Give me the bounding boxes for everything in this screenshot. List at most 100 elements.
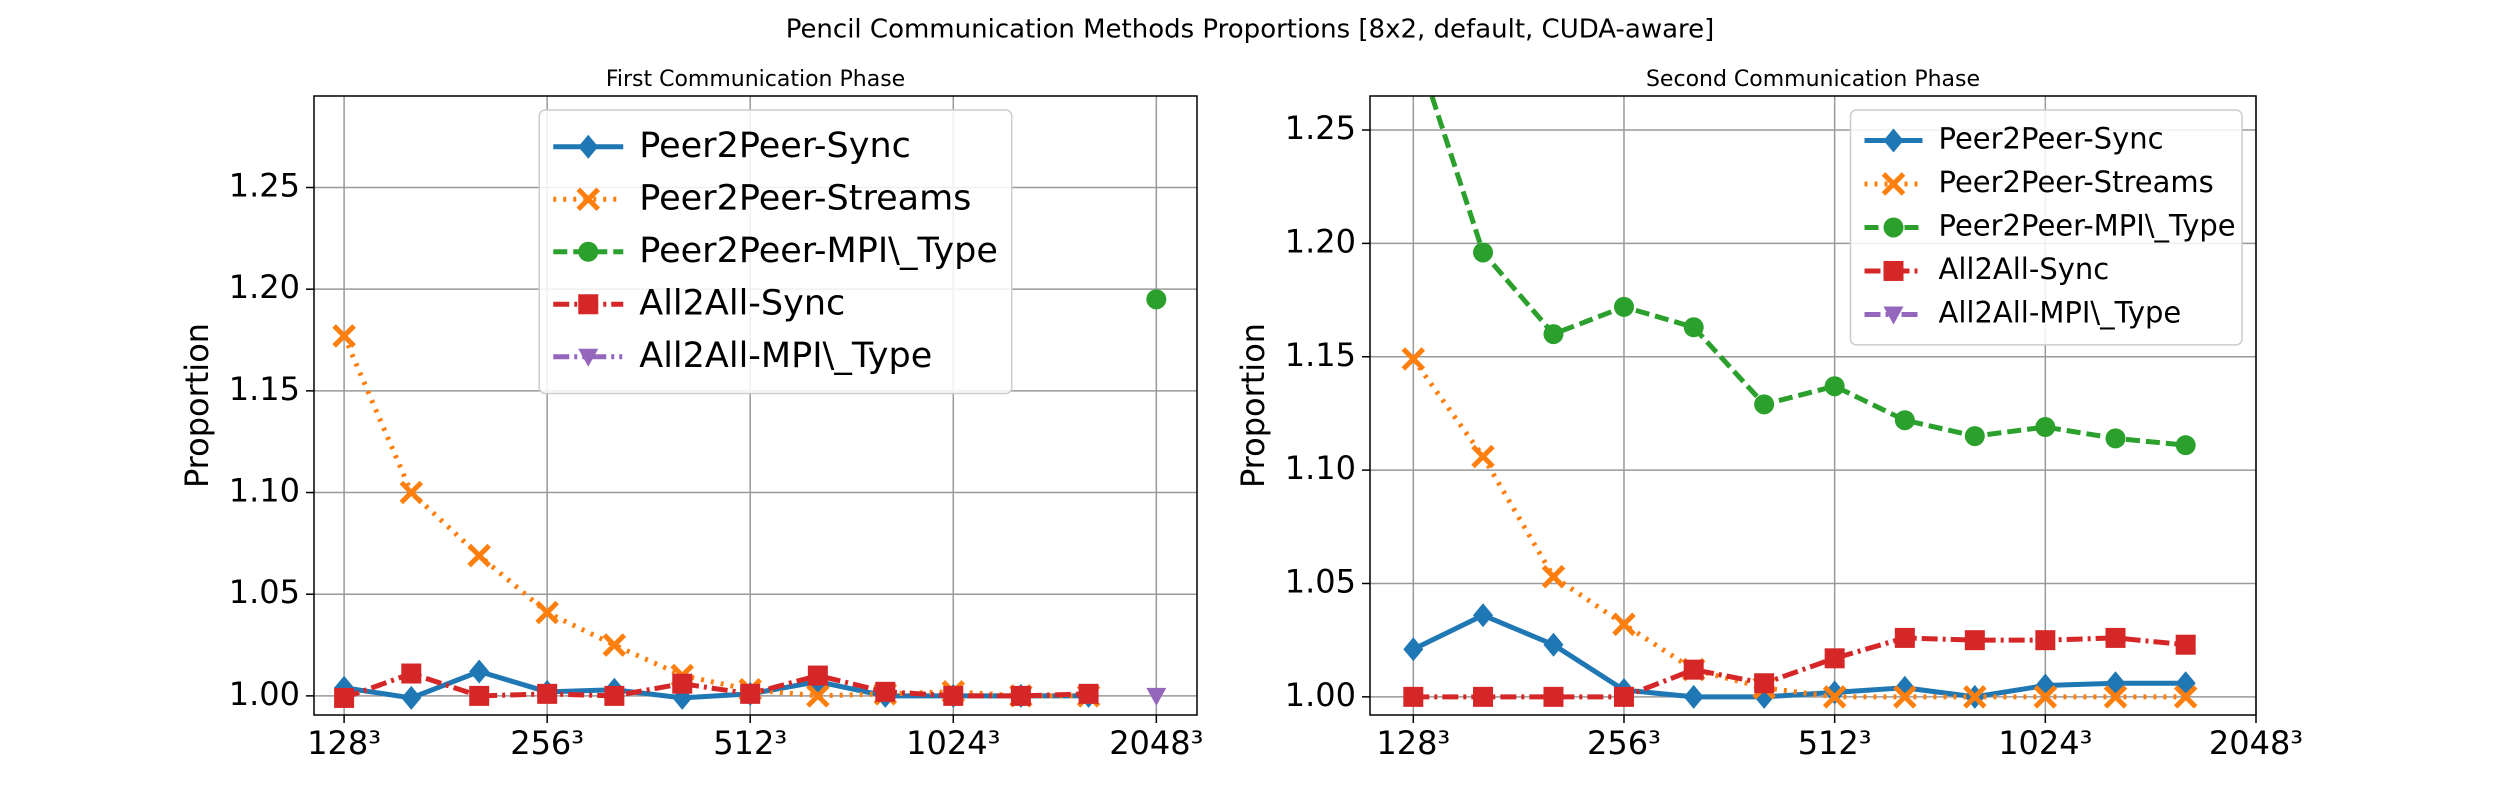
marker [806, 684, 830, 708]
series-line [343, 670, 1089, 701]
marker [2175, 634, 2196, 655]
marker [1403, 637, 1424, 662]
marker [2035, 417, 2056, 438]
marker [1894, 627, 1915, 648]
legend-marker [576, 187, 601, 212]
x-tick-label: 1024³ [1998, 724, 2092, 762]
series-line [1429, 96, 2186, 448]
marker [2105, 627, 2126, 648]
marker [1403, 686, 1424, 707]
marker [1612, 612, 1636, 637]
marker [1471, 444, 1495, 469]
marker [875, 681, 896, 702]
x-tick-label: 256³ [510, 724, 584, 762]
marker [602, 633, 627, 657]
plot-area [332, 289, 1167, 710]
y-tick-label: 1.00 [229, 675, 300, 713]
figure-title: Pencil Communication Methods Proportions… [786, 15, 1715, 45]
x-tick-label: 1024³ [906, 724, 1000, 762]
marker [401, 685, 422, 710]
y-axis-label: Proportion [178, 323, 216, 488]
legend-label: All2All-Sync [639, 283, 845, 323]
marker [1683, 659, 1704, 680]
y-tick-label: 1.25 [1285, 109, 1356, 147]
marker [1964, 426, 1985, 447]
marker [334, 687, 355, 708]
marker [1824, 376, 1845, 397]
y-axis-label: Proportion [1234, 323, 1272, 488]
marker [740, 683, 761, 704]
y-tick-label: 1.05 [1285, 562, 1356, 600]
marker [1613, 296, 1634, 317]
legend-marker [1883, 217, 1904, 238]
legend-marker [578, 241, 599, 262]
legend-label: All2All-Sync [1939, 252, 2110, 286]
x-tick-label: 128³ [1376, 724, 1450, 762]
x-tick-label: 256³ [1587, 724, 1661, 762]
y-tick-label: 1.10 [1285, 449, 1356, 487]
marker [1543, 324, 1564, 345]
legend-marker [578, 348, 599, 367]
legend-label: Peer2Peer-Sync [639, 126, 911, 166]
marker [1473, 603, 1494, 628]
legend-label: Peer2Peer-MPI\_Type [639, 231, 998, 271]
legend-label: Peer2Peer-Sync [1939, 121, 2164, 155]
x-tick-label: 512³ [713, 724, 787, 762]
legend-label: All2All-MPI\_Type [1939, 295, 2182, 329]
marker [469, 685, 490, 706]
marker [1893, 685, 1917, 709]
legend-label: Peer2Peer-Streams [1939, 165, 2214, 199]
y-tick-label: 1.20 [229, 268, 300, 306]
y-tick-label: 1.05 [229, 573, 300, 611]
marker [1683, 317, 1704, 338]
x-tick-label: 128³ [307, 724, 381, 762]
marker [1078, 683, 1099, 704]
marker [1401, 347, 1426, 371]
marker [1543, 632, 1564, 657]
x-tick-label: 2048³ [1109, 724, 1203, 762]
y-tick-label: 1.15 [1285, 336, 1356, 374]
marker [1541, 564, 1566, 589]
legend-marker [1883, 260, 1904, 281]
legend-marker [578, 294, 599, 315]
marker [2033, 685, 2058, 709]
chart-title: First Communication Phase [606, 67, 905, 92]
marker [467, 543, 491, 568]
marker [807, 665, 828, 686]
plot-frame [313, 95, 1198, 716]
plot-area [1401, 96, 2198, 709]
legend-label: Peer2Peer-Streams [639, 178, 971, 218]
marker [535, 600, 559, 625]
x-tick-label: 2048³ [2209, 724, 2303, 762]
legend-label: Peer2Peer-MPI\_Type [1939, 208, 2236, 242]
marker [1146, 289, 1167, 310]
marker [943, 685, 964, 706]
marker [1754, 394, 1775, 415]
y-tick-label: 1.10 [229, 472, 300, 510]
marker [2105, 428, 2126, 449]
legend-marker [1881, 172, 1906, 196]
marker [1754, 673, 1775, 694]
y-tick-label: 1.15 [229, 370, 300, 408]
legend-box [538, 109, 1013, 395]
chart-title: Second Communication Phase [1646, 67, 1980, 92]
marker [1146, 687, 1167, 706]
marker [537, 683, 558, 704]
y-tick-label: 1.25 [229, 167, 300, 205]
legend-marker [1883, 306, 1904, 325]
marker [1473, 686, 1494, 707]
y-tick-label: 1.20 [1285, 222, 1356, 260]
x-tick-label: 512³ [1798, 724, 1872, 762]
series-line [1412, 612, 2186, 700]
marker [399, 480, 424, 505]
marker [1824, 648, 1845, 669]
marker [332, 324, 356, 348]
marker [2173, 685, 2198, 709]
marker [401, 663, 422, 684]
marker [2035, 630, 2056, 651]
marker [1963, 685, 1987, 709]
marker [1822, 685, 1847, 709]
legend-marker [1883, 128, 1904, 153]
marker [604, 685, 625, 706]
